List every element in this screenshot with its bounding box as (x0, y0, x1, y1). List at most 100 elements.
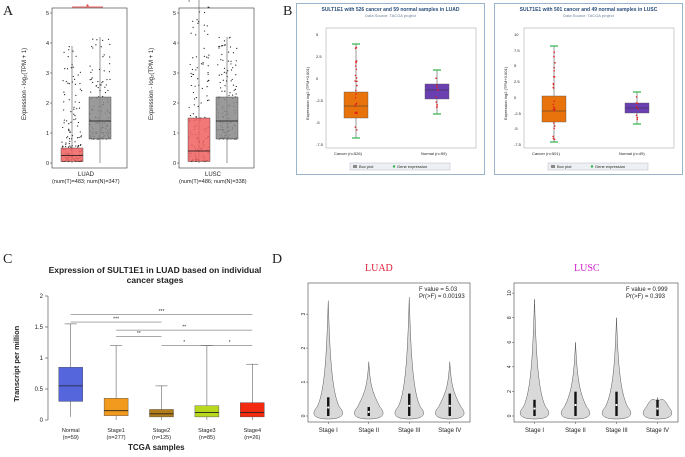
a-point (224, 44, 227, 46)
a-tick-label: 5 (173, 11, 176, 17)
a-tick-label: 1 (173, 131, 176, 137)
a-point (65, 137, 68, 139)
a-point (97, 86, 99, 89)
d-lusc-f: F value = 0.999 (626, 287, 668, 293)
c-count-label: (n=85) (199, 435, 215, 441)
panel-b-left-title: SULT1E1 with 526 cancer and 59 normal sa… (321, 7, 460, 13)
b-point (435, 101, 438, 103)
a-point (70, 146, 72, 148)
a-point (218, 36, 220, 39)
d-violin (560, 342, 591, 420)
b-point (355, 68, 358, 71)
a-point (193, 104, 195, 106)
a-point (92, 38, 94, 40)
panel-label-c: C (3, 252, 13, 267)
a-point (203, 24, 205, 26)
a-point (65, 143, 67, 145)
b-tick-label: 5 (514, 63, 517, 69)
b-point (553, 127, 555, 130)
a-point (73, 113, 75, 115)
c-title-line1: Expression of SULT1E1 in LUAD based on i… (48, 265, 262, 275)
b-point (354, 65, 357, 67)
a-point (192, 57, 194, 59)
a-tick-label: 2 (173, 101, 176, 107)
a-point (230, 69, 233, 71)
a-point (63, 51, 65, 54)
d-median (615, 403, 618, 407)
b-point (354, 97, 357, 99)
c-category-label: Stage4 (244, 428, 261, 434)
b-left-legend-box: Box plot (359, 164, 374, 169)
d-category-label: Stage III (398, 428, 421, 434)
a-point (235, 64, 237, 66)
c-box (58, 367, 83, 402)
a-point (70, 121, 72, 123)
d-box (615, 391, 618, 416)
b-point (436, 89, 439, 91)
a-point (100, 46, 102, 48)
b-point (553, 125, 556, 127)
a-point (101, 82, 103, 84)
a-point (207, 57, 209, 59)
a-point (63, 119, 65, 121)
a-point (202, 62, 204, 64)
panel-b-left: SULT1E1 with 526 cancer and 59 normal sa… (296, 3, 485, 175)
b-left-xlabel-normal: Normal (n=59) (421, 151, 447, 156)
a-point (197, 78, 199, 80)
d-median (367, 410, 370, 414)
a-point (200, 63, 203, 65)
d-box (574, 391, 577, 416)
a-point (75, 118, 77, 120)
a-point (107, 89, 109, 92)
a-point (102, 39, 104, 41)
a-point (69, 131, 71, 133)
a-point (218, 74, 220, 76)
a-point (190, 75, 193, 78)
a-point (70, 111, 72, 113)
d-luad-f: F value = 5.03 (419, 287, 458, 293)
a-point (74, 101, 76, 103)
a-point (202, 63, 204, 65)
a-point (102, 95, 104, 98)
a-point (90, 78, 92, 80)
a-point (90, 71, 92, 73)
a-point (63, 122, 65, 124)
b-point (436, 105, 438, 108)
a-point (204, 116, 206, 118)
luad-frame (51, 7, 128, 169)
d-y-tick-label: 1 (301, 380, 307, 383)
a-point (218, 45, 220, 48)
b-right-xlabel-cancer: Cancer (n=501) (532, 151, 560, 156)
a-point (206, 95, 208, 97)
c-box (240, 402, 265, 418)
a-point (217, 64, 219, 66)
b-point (355, 61, 357, 64)
b-point (636, 116, 639, 119)
luad-counts: (num(T)=483; num(N)=347) (52, 179, 120, 185)
d-median (656, 407, 659, 410)
a-point (63, 109, 65, 111)
a-point (73, 108, 75, 110)
d-category-label: Stage I (319, 428, 338, 434)
d-violin (601, 317, 632, 420)
b-point (552, 76, 555, 78)
a-point (75, 55, 77, 57)
a-point (105, 84, 107, 86)
a-point (195, 69, 197, 71)
a-point (235, 60, 237, 62)
b-left-legend-points: Gene expression (397, 164, 428, 169)
a-point (236, 47, 238, 49)
a-point (68, 143, 70, 145)
lusc-frame (178, 7, 255, 169)
b-left-legend-dot-swatch (392, 165, 396, 168)
a-point (68, 49, 70, 51)
d-y-tick-label: 10 (507, 290, 513, 296)
d-median (533, 407, 536, 410)
b-point (552, 137, 555, 140)
a-point (63, 101, 65, 103)
a-point (67, 82, 69, 84)
d-y-tick-label: 0 (507, 414, 513, 417)
a-point (62, 146, 64, 148)
a-point (208, 6, 210, 9)
